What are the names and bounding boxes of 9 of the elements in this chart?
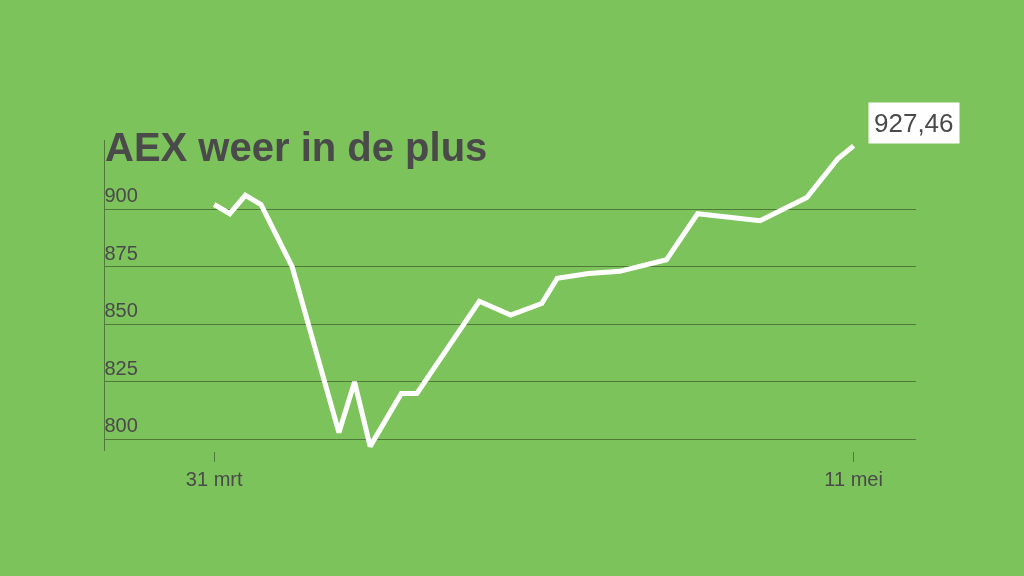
x-tick-label: 31 mrt [185,468,243,490]
x-tick-label: 11 mei [824,468,883,490]
annotation: 927,46 [874,108,954,138]
y-tick-label: 850 [104,299,138,322]
y-tick-label: 900 [104,184,138,207]
y-tick-label: 875 [104,241,138,264]
y-tick-label: 825 [104,356,138,379]
y-tick-label: 800 [104,414,138,437]
chart-title: AEX weer in de plus [105,125,488,170]
